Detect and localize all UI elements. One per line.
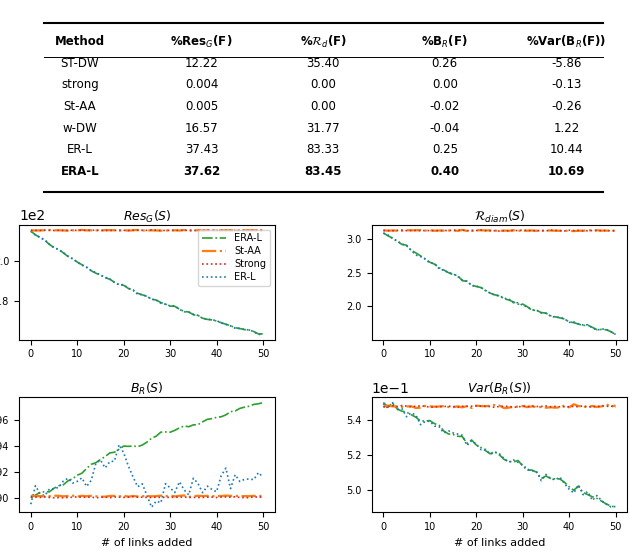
- Legend: ERA-L, St-AA, Strong, ER-L: ERA-L, St-AA, Strong, ER-L: [198, 229, 270, 286]
- Title: $\mathcal{R}_{diam}(S)$: $\mathcal{R}_{diam}(S)$: [474, 208, 525, 224]
- X-axis label: # of links added: # of links added: [454, 538, 545, 548]
- Title: $Res_G(S)$: $Res_G(S)$: [123, 208, 172, 224]
- Title: $Var(B_R(S))$: $Var(B_R(S))$: [467, 381, 532, 397]
- Title: $B_R(S)$: $B_R(S)$: [130, 381, 164, 397]
- X-axis label: # of links added: # of links added: [101, 538, 193, 548]
